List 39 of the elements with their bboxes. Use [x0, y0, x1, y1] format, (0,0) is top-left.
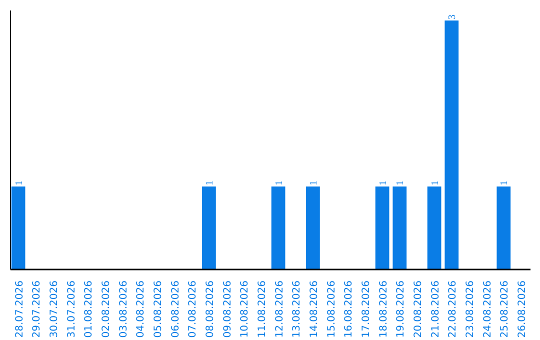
x-tick-label: 04.08.2026 [136, 280, 147, 338]
data-label: 3 [447, 14, 458, 20]
x-tick-label: 10.08.2026 [240, 280, 251, 338]
data-label: 1 [204, 180, 216, 186]
x-tick-label: 17.08.2026 [360, 280, 372, 338]
x-tick-label: 13.08.2026 [292, 280, 303, 338]
x-tick-label: 25.08.2026 [500, 280, 511, 338]
data-label: 1 [274, 180, 285, 186]
data-label: 1 [430, 180, 441, 186]
x-tick-label: 29.07.2026 [32, 280, 43, 338]
x-tick-label: 07.08.2026 [188, 280, 199, 338]
x-tick-label: 12.08.2026 [274, 280, 286, 338]
x-tick-label: 21.08.2026 [430, 280, 442, 338]
x-tick-label: 18.08.2026 [378, 280, 390, 338]
x-tick-label: 06.08.2026 [170, 280, 182, 338]
x-tick-label: 23.08.2026 [464, 280, 476, 338]
x-tick-label: 15.08.2026 [326, 280, 338, 338]
x-tick-label: 02.08.2026 [100, 280, 112, 338]
x-tick-label: 30.07.2026 [48, 280, 60, 338]
data-label: 1 [395, 180, 406, 186]
x-tick-label: 26.08.2026 [516, 280, 528, 338]
data-label: 1 [308, 180, 320, 186]
x-tick-label: 01.08.2026 [84, 280, 95, 338]
x-tick-label: 31.07.2026 [66, 280, 78, 338]
x-tick-label: 08.08.2026 [204, 280, 216, 338]
x-tick-label: 22.08.2026 [448, 280, 459, 338]
data-label: 1 [378, 180, 389, 186]
x-tick-label: 24.08.2026 [482, 280, 494, 338]
data-label: 1 [14, 180, 25, 186]
x-tick-label: 11.08.2026 [256, 280, 268, 338]
data-label: 1 [499, 180, 510, 186]
x-tick-label: 09.08.2026 [222, 280, 234, 338]
x-tick-label: 03.08.2026 [118, 280, 130, 338]
x-tick-label: 20.08.2026 [412, 280, 424, 338]
x-tick-label: 14.08.2026 [308, 280, 320, 338]
x-tick-label: 19.08.2026 [396, 280, 407, 338]
x-tick-label: 28.07.2026 [14, 280, 26, 338]
x-tick-label: 16.08.2026 [344, 280, 355, 338]
x-tick-label: 05.08.2026 [152, 280, 164, 338]
